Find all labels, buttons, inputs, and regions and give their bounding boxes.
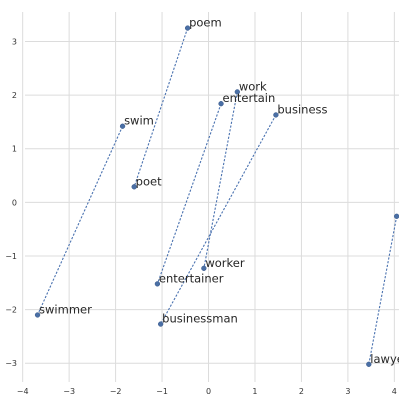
point-la (394, 213, 399, 219)
point-lawyer (366, 361, 372, 367)
x-tick-label: 3 (345, 387, 350, 396)
x-tick-label: −3 (63, 387, 75, 396)
x-tick-label: −4 (17, 387, 29, 396)
label-swim: swim (124, 114, 154, 128)
pair-line-poem-poet (133, 27, 189, 187)
pair-line-la-lawyer (368, 216, 398, 365)
point-work (234, 89, 240, 95)
label-entertainer: entertainer (159, 271, 224, 285)
y-tick-label: −2 (5, 306, 17, 315)
label-poet: poet (136, 174, 162, 188)
y-tick-label: −3 (5, 359, 17, 368)
x-tick-label: −1 (156, 387, 168, 396)
point-swim (119, 123, 126, 129)
x-tick-label: 1 (252, 387, 257, 396)
label-business: business (277, 102, 327, 116)
label-work: work (239, 79, 267, 93)
pair-line-business-businessman (160, 114, 277, 325)
tick-labels: −4 −3 −2 −1 0 1 2 3 4 −3 −2 −1 0 1 2 3 (5, 37, 397, 396)
x-tick-label: 0 (206, 387, 211, 396)
x-tick-label: 4 (392, 387, 397, 396)
point-labels: poemworkentertainbusinessswimpoetlaworke… (39, 16, 399, 366)
point-businessman (158, 321, 164, 327)
point-poem (184, 25, 191, 31)
label-swimmer: swimmer (39, 302, 92, 316)
y-tick-label: 3 (12, 37, 17, 46)
point-business (273, 112, 279, 118)
label-businessman: businessman (162, 312, 238, 326)
x-tick-label: 2 (299, 387, 304, 396)
pair-line-entertain-entertainer (156, 103, 222, 285)
pair-line-swim-swimmer (37, 125, 124, 316)
y-tick-label: 2 (12, 91, 17, 100)
point-entertain (218, 101, 224, 107)
y-tick-label: 0 (12, 198, 17, 207)
point-worker (201, 265, 207, 271)
pair-line-work-worker (203, 91, 238, 269)
y-tick-label: 1 (12, 145, 17, 154)
pair-lines (37, 27, 398, 365)
point-swimmer (34, 312, 41, 318)
point-entertainer (154, 281, 161, 287)
label-entertain: entertain (223, 91, 276, 105)
label-lawyer: lawyer (370, 352, 399, 366)
label-poem: poem (189, 16, 222, 30)
label-worker: worker (205, 256, 244, 270)
y-tick-label: −1 (5, 252, 17, 261)
grid (22, 12, 399, 382)
x-tick-label: −2 (110, 387, 122, 396)
point-poet (131, 184, 137, 190)
data-points (34, 25, 399, 367)
